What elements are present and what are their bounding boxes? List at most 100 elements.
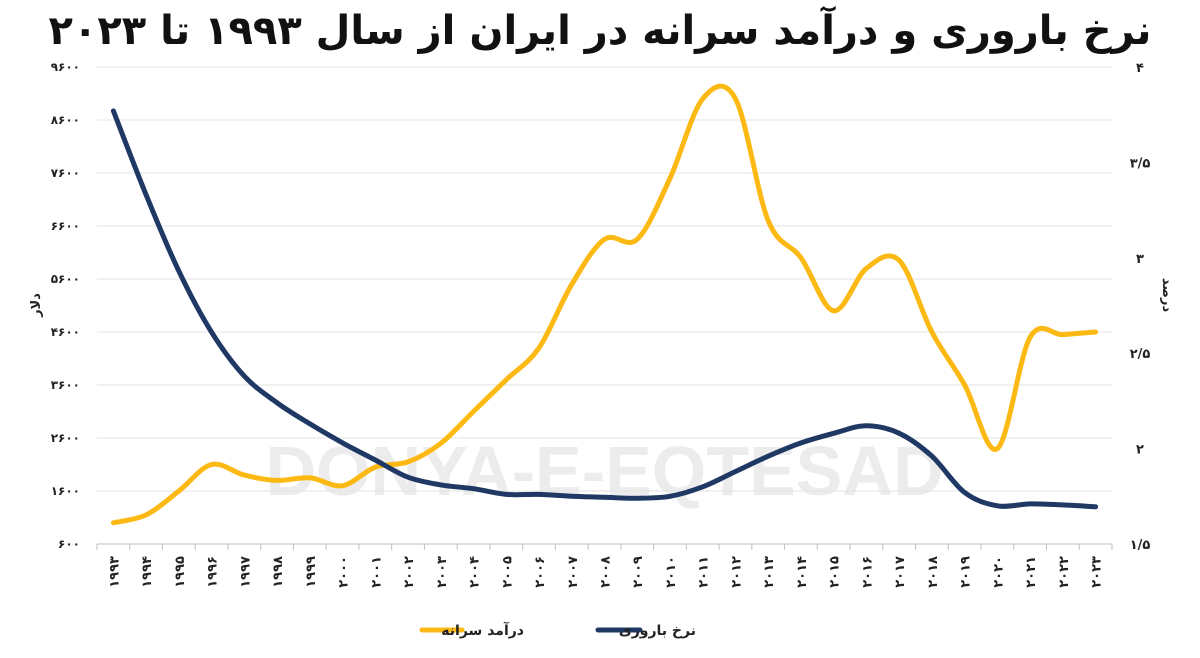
left-tick-label: ۱۶۰۰ [51, 484, 80, 498]
chart-title: نرخ باروری و درآمد سرانه در ایران از سال… [48, 8, 1152, 54]
x-tick-label: ۲۰۰۵ [500, 556, 515, 588]
right-tick-label: ۴ [1136, 61, 1144, 76]
fertility-point [406, 475, 411, 480]
income-point [569, 282, 574, 287]
left-tick-label: ۵۶۰۰ [51, 272, 80, 286]
x-tick-label: ۲۰۰۳ [435, 556, 450, 588]
fertility-point [995, 503, 1000, 508]
income-point [995, 446, 1000, 451]
income-point [766, 218, 771, 223]
x-tick-label: ۲۰۱۶ [860, 556, 875, 588]
fertility-point [242, 374, 247, 379]
x-tick-label: ۲۰۱۴ [795, 556, 810, 588]
x-tick-label: ۲۰۰۲ [402, 556, 417, 588]
income-point [831, 308, 836, 313]
x-tick-label: ۱۹۹۸ [271, 556, 286, 588]
fertility-point [897, 431, 902, 436]
income-point [1060, 332, 1065, 337]
left-tick-label: ۶۰۰ [58, 537, 80, 551]
income-point [962, 383, 967, 387]
x-tick-label: ۲۰۱۸ [926, 556, 941, 588]
x-tick-label: ۱۹۹۷ [238, 556, 253, 588]
x-tick-label: ۲۰۰۷ [566, 556, 581, 588]
x-tick-label: ۲۰۱۷ [893, 556, 908, 588]
x-tick-label: ۲۰۲۲ [1057, 556, 1072, 588]
right-axis-label: درصد [1159, 278, 1174, 313]
x-tick-label: ۲۰۱۵ [828, 556, 843, 588]
fertility-point [1060, 502, 1065, 507]
x-tick-label: ۱۹۹۵ [173, 556, 188, 588]
income-point [929, 330, 934, 334]
x-tick-label: ۲۰۱۰ [664, 556, 679, 588]
left-tick-label: ۳۶۰۰ [51, 378, 80, 392]
fertility-point [1093, 504, 1098, 509]
left-tick-label: ۸۶۰۰ [51, 113, 80, 127]
x-tick-label: ۲۰۰۰ [337, 556, 352, 588]
income-point [1028, 335, 1033, 340]
fertility-point [700, 484, 705, 489]
right-tick-label: ۱/۵ [1130, 538, 1151, 553]
income-point [209, 462, 214, 467]
income-point [144, 512, 149, 517]
income-point [602, 237, 607, 242]
x-tick-label: ۱۹۹۹ [304, 556, 319, 588]
x-tick-label: ۲۰۲۳ [1090, 556, 1105, 588]
fertility-point [471, 486, 476, 491]
income-point [176, 489, 181, 493]
x-tick-label: ۲۰۰۴ [468, 556, 483, 588]
fertility-point [176, 269, 181, 274]
x-tick-label: ۲۰۰۱ [369, 556, 384, 588]
fertility-point [275, 400, 280, 405]
x-tick-label: ۲۰۰۸ [599, 556, 614, 588]
x-tick-label: ۲۰۰۶ [533, 556, 548, 588]
legend-label-fertility: نرخ باروری [619, 623, 696, 639]
fertility-point [602, 495, 607, 500]
fertility-point [438, 482, 443, 487]
fertility-point [111, 108, 116, 113]
x-tick-label: ۲۰۱۲ [729, 556, 744, 588]
fertility-point [733, 469, 738, 474]
x-tick-label: ۱۹۹۳ [107, 556, 122, 588]
grid-lines [97, 66, 1112, 545]
x-tick-label: ۲۰۱۹ [959, 556, 974, 588]
fertility-point [635, 496, 640, 501]
right-tick-label: ۲/۵ [1130, 347, 1151, 362]
fertility-point [504, 492, 509, 497]
income-point [537, 345, 542, 350]
fertility-point [373, 458, 378, 463]
axes: ۶۰۰ ۱۶۰۰ ۲۶۰۰ ۳۶۰۰ ۴۶۰۰ ۵۶۰۰ ۶۶۰۰ ۷۶۰۰ ۸۶۰۰ ۹۶۰۰ ۱… [29, 60, 1174, 588]
income-point [242, 473, 247, 478]
fertility-point [340, 440, 345, 445]
x-tick-label: ۲۰۲۰ [991, 556, 1006, 588]
fertility-point [537, 492, 542, 497]
x-tick-label: ۲۰۲۱ [1024, 556, 1039, 588]
series-line-income [110, 83, 1099, 526]
series-lines [110, 83, 1099, 526]
income-point [1093, 330, 1098, 334]
fertility-point [831, 431, 836, 436]
left-tick-label: ۲۶۰۰ [51, 431, 80, 445]
income-point [340, 483, 345, 488]
income-point [864, 266, 869, 271]
income-point [275, 478, 280, 483]
fertility-point [144, 192, 149, 197]
x-tick-label: ۱۹۹۶ [206, 556, 221, 588]
legend: درآمد سرانه نرخ باروری [419, 621, 696, 639]
income-point [700, 96, 705, 101]
income-point [504, 377, 509, 382]
legend-label-income: درآمد سرانه [441, 621, 524, 639]
fertility-point [209, 330, 214, 335]
left-tick-label: ۷۶۰۰ [51, 166, 80, 180]
income-point [667, 176, 672, 181]
income-point [798, 255, 803, 260]
right-tick-label: ۲ [1136, 443, 1144, 458]
income-point [471, 409, 476, 414]
x-tick-label: ۲۰۱۱ [697, 556, 712, 588]
x-tick-label: ۲۰۱۳ [762, 556, 777, 588]
income-point [733, 96, 738, 101]
income-point [406, 459, 411, 464]
fertility-point [766, 454, 771, 459]
fertility-point [929, 454, 934, 459]
left-tick-label: ۴۶۰۰ [51, 325, 80, 339]
